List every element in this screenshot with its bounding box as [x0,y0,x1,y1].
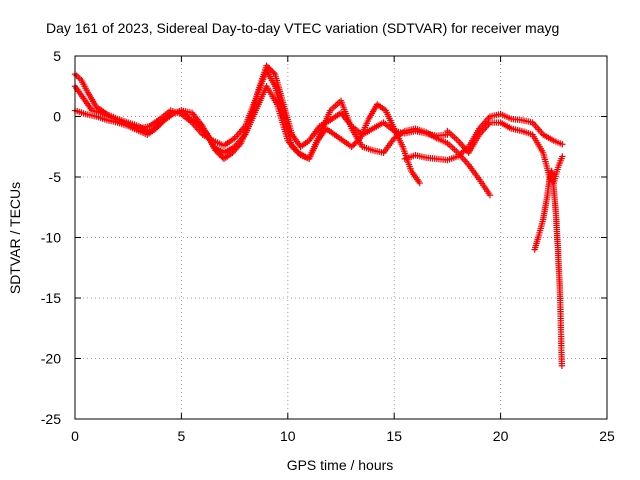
data-points [71,62,566,369]
series-track-4 [401,110,566,164]
x-tick-label: 10 [280,428,296,444]
y-tick-label: -25 [41,411,61,427]
data-point [267,66,274,74]
data-point [559,141,566,148]
x-axis-ticks: 0 5 10 15 20 25 [71,56,615,444]
data-point [351,140,358,148]
data-point [416,179,423,187]
data-point [348,143,355,150]
x-tick-label: 20 [493,428,509,444]
x-tick-label: 0 [71,428,79,444]
y-tick-label: -10 [41,230,61,246]
data-point [73,72,80,79]
data-point [268,68,276,75]
y-tick-label: 5 [53,48,61,64]
data-point [74,73,82,81]
series-track-6-tail [531,167,566,369]
y-tick-label: 0 [53,109,61,125]
data-point [349,142,357,149]
data-point [266,65,273,72]
x-tick-label: 25 [599,428,615,444]
chart-title: Day 161 of 2023, Sidereal Day-to-day VTE… [46,20,559,36]
data-point [217,152,225,160]
x-axis-label: GPS time / hours [287,457,394,473]
x-tick-label: 15 [386,428,402,444]
data-point [270,69,277,76]
data-point [263,62,270,69]
y-tick-label: -20 [41,351,61,367]
data-point [558,362,566,369]
x-tick-label: 5 [178,428,186,444]
series-track-3 [71,62,451,150]
y-tick-label: -5 [49,169,62,185]
data-point [486,191,494,199]
y-tick-label: -15 [41,290,61,306]
y-axis-ticks: 5 0 -5 -10 -15 -20 -25 [41,48,607,427]
data-point [264,63,272,71]
y-axis-label: SDTVAR / TECUs [7,182,23,294]
data-point [559,153,566,160]
